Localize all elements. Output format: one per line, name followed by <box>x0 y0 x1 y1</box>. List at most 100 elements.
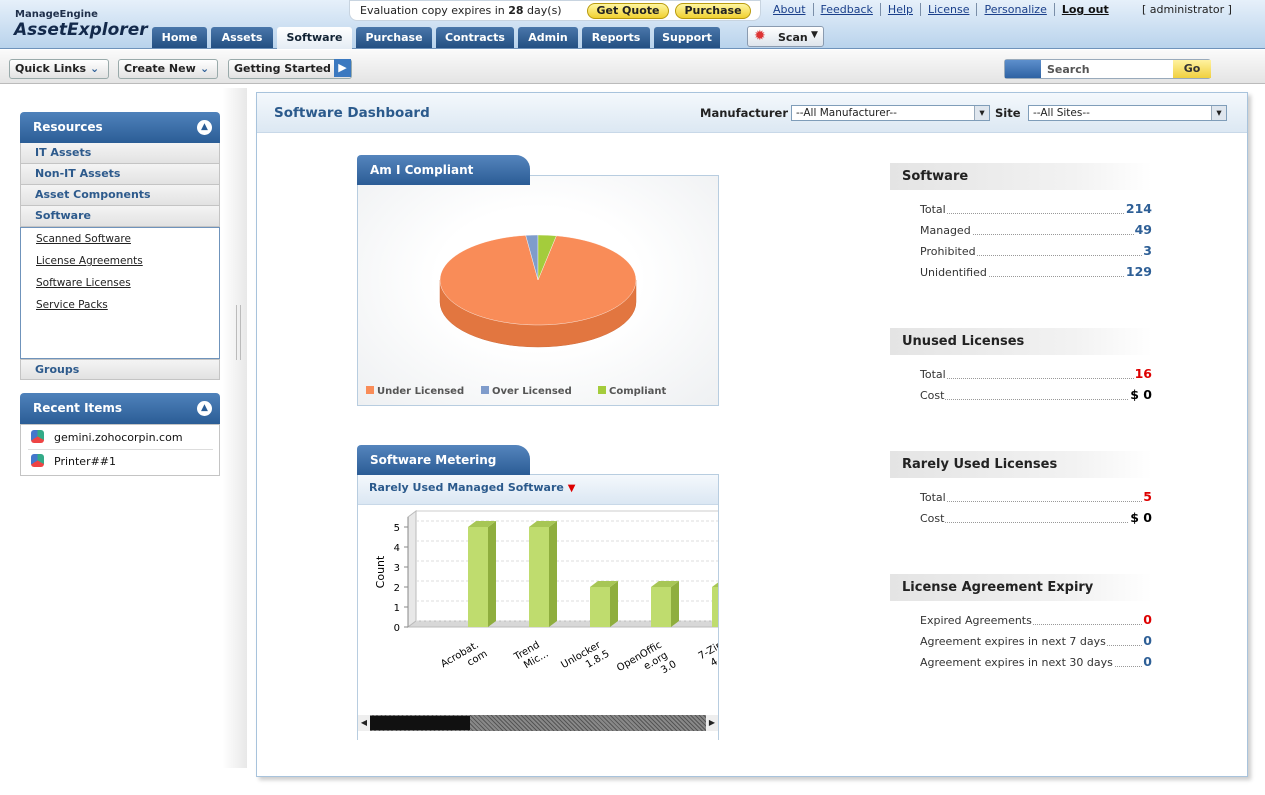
site-select[interactable]: --All Sites-- <box>1028 105 1227 121</box>
nav-tab[interactable]: Contracts <box>436 27 514 48</box>
legend-swatch <box>481 386 489 394</box>
y-axis-label: Count <box>374 555 387 588</box>
recent-item[interactable]: Printer##1 <box>54 455 117 468</box>
stats-value[interactable]: 0 <box>1142 654 1152 669</box>
metering-subtitle-text: Rarely Used Managed Software <box>369 481 564 494</box>
getting-started-button[interactable]: Getting Started ▶ <box>228 59 352 79</box>
resource-item[interactable]: IT Assets <box>20 143 220 164</box>
eval-prefix: Evaluation copy expires in <box>360 4 505 17</box>
stats-value[interactable]: 49 <box>1133 222 1152 237</box>
header-links: About Feedback Help License Personalize Log o… <box>766 3 1116 16</box>
software-link[interactable]: Scanned Software <box>36 233 131 245</box>
pie-slice <box>537 234 557 281</box>
stats-value[interactable]: 0 <box>1142 612 1152 627</box>
stats-label: Agreement expires in next 7 days <box>920 635 1107 648</box>
stats-value[interactable]: 129 <box>1124 264 1152 279</box>
header-link[interactable]: About <box>773 3 806 16</box>
bar <box>590 587 610 627</box>
recent-icon <box>31 430 44 443</box>
bar-side <box>671 581 679 627</box>
header-link[interactable]: License <box>920 3 976 16</box>
x-tick-label: Unlocker 1.8.5 <box>559 638 611 681</box>
label-line: 4.65 <box>709 648 718 669</box>
header-link[interactable]: Feedback <box>812 3 880 16</box>
resource-item[interactable]: Software <box>20 206 220 227</box>
stats-value[interactable]: $ 0 <box>1129 387 1152 402</box>
stats-label: Managed <box>920 224 972 237</box>
stats-label: Agreement expires in next 30 days <box>920 656 1114 669</box>
stats-header: Unused Licenses <box>890 328 1152 355</box>
bar-top <box>529 521 557 527</box>
software-link[interactable]: Software Licenses <box>36 277 131 289</box>
header-link[interactable]: Personalize <box>976 3 1053 16</box>
eval-suffix: day(s) <box>527 4 562 17</box>
scroll-right[interactable]: ▶ <box>706 715 718 731</box>
x-tick-label: 7-Zip 4.65 <box>697 638 718 672</box>
stats-value[interactable]: 5 <box>1142 489 1152 504</box>
stats-value[interactable]: 3 <box>1142 243 1152 258</box>
recent-box <box>20 424 220 476</box>
software-submenu <box>20 227 220 359</box>
nav-tab[interactable]: Reports <box>582 27 650 48</box>
nav-tab[interactable]: Support <box>654 27 720 48</box>
leader <box>920 399 1152 400</box>
brand[interactable]: AssetExplorer <box>14 20 148 40</box>
resource-item[interactable]: Asset Components <box>20 185 220 206</box>
eval-days: 28 <box>508 4 524 17</box>
leader <box>920 522 1152 523</box>
software-link[interactable]: Service Packs <box>36 299 108 311</box>
recent-item[interactable]: gemini.zohocorpin.com <box>54 431 183 444</box>
resource-item[interactable]: Non-IT Assets <box>20 164 220 185</box>
groups-item[interactable]: Groups <box>20 359 220 380</box>
stats-row: Cost $ 0 <box>920 510 1152 526</box>
metering-tab: Software Metering <box>357 445 530 475</box>
collapse-button[interactable]: ▲ <box>197 401 212 416</box>
nav-tab[interactable]: Assets <box>211 27 273 48</box>
stats-value[interactable]: 0 <box>1142 633 1152 648</box>
header-link[interactable]: Help <box>879 3 920 16</box>
nav-tab[interactable]: Purchase <box>356 27 432 48</box>
stats-label: Cost <box>920 512 946 525</box>
scroll-left[interactable]: ◀ <box>358 715 370 731</box>
create-new-button[interactable]: Create New ⌄ <box>118 59 218 79</box>
y-tick-label: 5 <box>394 523 400 534</box>
stats-row: Agreement expires in next 30 days 0 <box>920 654 1152 670</box>
eval-notice: Evaluation copy expires in 28 day(s) <box>360 4 562 17</box>
stats-value[interactable]: 214 <box>1124 201 1152 216</box>
get-quote-button[interactable]: Get Quote <box>587 3 669 19</box>
nav-tab[interactable]: Software <box>277 27 352 49</box>
bar-side <box>549 521 557 627</box>
leader <box>920 213 1152 214</box>
bar <box>712 587 718 627</box>
search-placeholder: Search <box>1047 63 1090 76</box>
search-type[interactable] <box>1005 60 1041 78</box>
play-icon: ▶ <box>334 59 351 77</box>
sidebar-splitter[interactable] <box>236 305 241 360</box>
stats-label: Total <box>920 368 947 381</box>
go-button[interactable]: Go <box>1173 60 1211 78</box>
collapse-button[interactable]: ▲ <box>197 120 212 135</box>
stats-value[interactable]: 16 <box>1133 366 1152 381</box>
bar-side <box>488 521 496 627</box>
recent-header: Recent Items ▲ <box>20 393 220 424</box>
bar-chart: 0 1 2 3 4 5 Count Acrobat. com Trend Mic... Unloc… <box>374 510 718 681</box>
y-tick-label: 1 <box>394 603 400 614</box>
stats-value[interactable]: $ 0 <box>1129 510 1152 525</box>
scrollbar[interactable]: ◀ ▶ <box>358 715 718 731</box>
purchase-button[interactable]: Purchase <box>675 3 751 19</box>
quick-links-button[interactable]: Quick Links ⌄ <box>9 59 109 79</box>
dashboard-title: Software Dashboard <box>274 105 430 121</box>
metering-subtitle[interactable]: Rarely Used Managed Software ▼ <box>369 481 575 494</box>
nav-tab[interactable]: Admin <box>518 27 578 48</box>
scan-button[interactable]: ✹ Scan ▼ <box>747 26 824 47</box>
nav-tab[interactable]: Home <box>152 27 207 48</box>
bar-top <box>468 521 496 527</box>
header-link[interactable]: Log out <box>1053 3 1116 16</box>
manufacturer-select[interactable]: --All Manufacturer-- <box>791 105 990 121</box>
software-link[interactable]: License Agreements <box>36 255 143 267</box>
user-name: [ administrator ] <box>1142 3 1232 16</box>
scroll-thumb[interactable] <box>370 716 470 730</box>
leader <box>920 624 1152 625</box>
search-box[interactable]: Search Go <box>1004 59 1211 79</box>
